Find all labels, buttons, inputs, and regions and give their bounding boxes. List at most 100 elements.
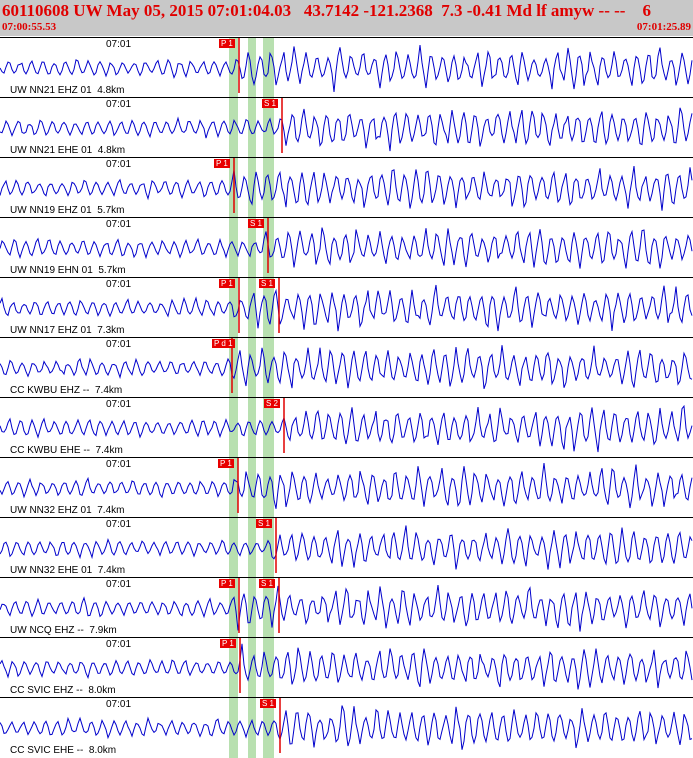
theoretical-arrival-band [248, 638, 256, 698]
waveform-trace [0, 643, 693, 690]
waveform-trace [0, 463, 693, 509]
theoretical-arrival-band [248, 518, 256, 578]
station-channel-label: UW NCQ EHZ -- 7.9km [10, 625, 117, 636]
station-channel-label: UW NN32 EHZ 01 7.4km [10, 505, 125, 516]
waveform-trace [0, 404, 693, 453]
seismogram-panel[interactable]: 07:01 UW NN21 EHE 01 4.8km S 1 [0, 97, 693, 158]
minute-tick-label: 07:01 [106, 99, 132, 110]
s-pick-flag[interactable]: S 1 [256, 519, 273, 528]
theoretical-arrival-band [263, 278, 274, 338]
p-pick-flag[interactable]: P 1 [220, 639, 236, 648]
theoretical-arrival-band [229, 98, 238, 158]
minute-tick-label: 07:01 [106, 219, 132, 230]
theoretical-arrival-band [229, 518, 238, 578]
waveform-plot [0, 698, 693, 758]
seismogram-panel[interactable]: 07:01 CC KWBU EHZ -- 7.4km P d 1 [0, 337, 693, 398]
theoretical-arrival-band [263, 698, 274, 758]
seismogram-panel[interactable]: 07:01 CC SVIC EHZ -- 8.0km P 1 [0, 637, 693, 698]
waveform-plot [0, 218, 693, 278]
theoretical-arrival-band [248, 98, 256, 158]
theoretical-arrival-band [229, 218, 238, 278]
waveform-plot [0, 458, 693, 518]
waveform-trace [0, 107, 693, 152]
theoretical-arrival-band [229, 638, 238, 698]
seismogram-panel[interactable]: 07:01 CC KWBU EHE -- 7.4km S 2 [0, 397, 693, 458]
theoretical-arrival-band [229, 398, 238, 458]
event-header: 60110608 UW May 05, 2015 07:01:04.03 43.… [0, 0, 693, 36]
theoretical-arrival-band [248, 338, 256, 398]
seismogram-panels[interactable]: 07:01 UW NN21 EHZ 01 4.8km P 1 07:01 UW NN21… [0, 37, 693, 758]
p-pick-flag[interactable]: P 1 [219, 39, 235, 48]
theoretical-arrival-band [263, 638, 274, 698]
minute-tick-label: 07:01 [106, 399, 132, 410]
waveform-plot [0, 278, 693, 338]
station-channel-label: CC KWBU EHZ -- 7.4km [10, 385, 123, 396]
p-pick-flag[interactable]: P 1 [219, 279, 235, 288]
waveform-trace [0, 525, 693, 570]
p-pick-flag[interactable]: P d 1 [212, 339, 235, 348]
station-channel-label: UW NN21 EHE 01 4.8km [10, 145, 126, 156]
theoretical-arrival-band [248, 458, 256, 518]
minute-tick-label: 07:01 [106, 279, 132, 290]
p-pick-flag[interactable]: P 1 [218, 459, 234, 468]
window-start-time: 07:00:55.53 [2, 21, 57, 33]
minute-tick-label: 07:01 [106, 459, 132, 470]
theoretical-arrival-band [229, 578, 238, 638]
waveform-trace [0, 284, 693, 332]
seismogram-panel[interactable]: 07:01 UW NN21 EHZ 01 4.8km P 1 [0, 37, 693, 98]
theoretical-arrival-band [229, 698, 238, 758]
waveform-plot [0, 158, 693, 218]
theoretical-arrival-band [263, 158, 274, 218]
station-channel-label: CC KWBU EHE -- 7.4km [10, 445, 123, 456]
theoretical-arrival-band [248, 698, 256, 758]
minute-tick-label: 07:01 [106, 159, 132, 170]
station-channel-label: UW NN17 EHZ 01 7.3km [10, 325, 125, 336]
minute-tick-label: 07:01 [106, 639, 132, 650]
waveform-trace [0, 345, 693, 389]
waveform-plot [0, 578, 693, 638]
theoretical-arrival-band [263, 458, 274, 518]
theoretical-arrival-band [229, 38, 238, 98]
seismogram-panel[interactable]: 07:01 UW NN17 EHZ 01 7.3km P 1 S 1 [0, 277, 693, 338]
p-pick-flag[interactable]: P 1 [219, 579, 235, 588]
theoretical-arrival-band [263, 518, 274, 578]
window-end-time: 07:01:25.89 [636, 21, 691, 33]
seismogram-panel[interactable]: 07:01 UW NN32 EHE 01 7.4km S 1 [0, 517, 693, 578]
minute-tick-label: 07:01 [106, 519, 132, 530]
station-channel-label: UW NN32 EHE 01 7.4km [10, 565, 126, 576]
s-pick-flag[interactable]: S 1 [260, 699, 277, 708]
seismogram-panel[interactable]: 07:01 UW NN19 EHN 01 5.7km S 1 [0, 217, 693, 278]
theoretical-arrival-band [229, 278, 238, 338]
p-pick-flag[interactable]: P 1 [214, 159, 230, 168]
s-pick-flag[interactable]: S 1 [259, 579, 276, 588]
minute-tick-label: 07:01 [106, 339, 132, 350]
s-pick-flag[interactable]: S 1 [248, 219, 265, 228]
waveform-trace [0, 705, 693, 750]
s-pick-flag[interactable]: S 1 [262, 99, 279, 108]
minute-tick-label: 07:01 [106, 579, 132, 590]
station-channel-label: CC SVIC EHE -- 8.0km [10, 745, 117, 756]
station-channel-label: UW NN19 EHZ 01 5.7km [10, 205, 125, 216]
event-title: 60110608 UW May 05, 2015 07:01:04.03 43.… [2, 1, 651, 20]
theoretical-arrival-band [263, 338, 274, 398]
station-channel-label: UW NN19 EHN 01 5.7km [10, 265, 126, 276]
waveform-trace [0, 45, 693, 92]
waveform-plot [0, 638, 693, 698]
seismogram-panel[interactable]: 07:01 UW NN19 EHZ 01 5.7km P 1 [0, 157, 693, 218]
theoretical-arrival-band [248, 278, 256, 338]
waveform-trace [0, 227, 693, 269]
theoretical-arrival-band [263, 98, 274, 158]
seismogram-panel[interactable]: 07:01 UW NN32 EHZ 01 7.4km P 1 [0, 457, 693, 518]
waveform-plot [0, 38, 693, 98]
s-pick-flag[interactable]: S 2 [264, 399, 281, 408]
theoretical-arrival-band [248, 158, 256, 218]
waveform-trace [0, 585, 693, 632]
theoretical-arrival-band [229, 338, 238, 398]
waveform-plot [0, 518, 693, 578]
station-channel-label: CC SVIC EHZ -- 8.0km [10, 685, 116, 696]
seismogram-panel[interactable]: 07:01 CC SVIC EHE -- 8.0km S 1 [0, 697, 693, 758]
s-pick-flag[interactable]: S 1 [259, 279, 276, 288]
waveform-plot [0, 398, 693, 458]
theoretical-arrival-band [263, 578, 274, 638]
seismogram-panel[interactable]: 07:01 UW NCQ EHZ -- 7.9km P 1 S 1 [0, 577, 693, 638]
